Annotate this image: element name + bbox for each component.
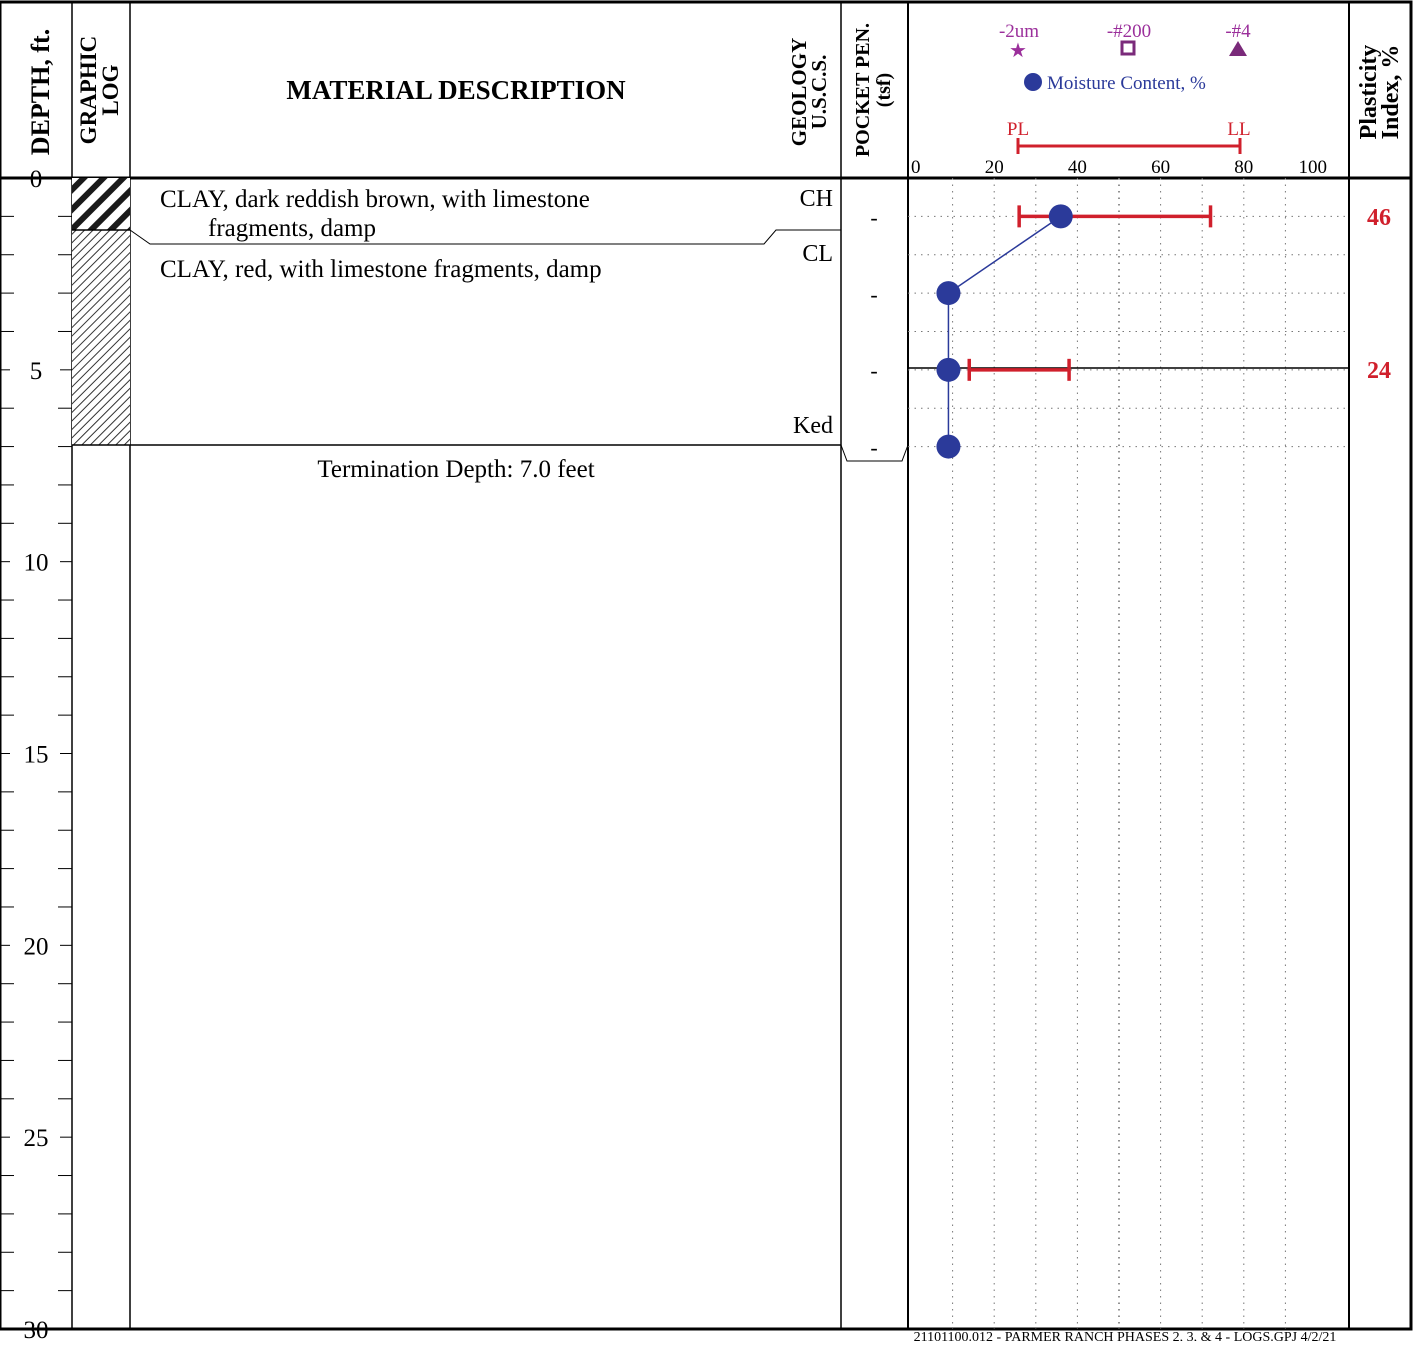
depth-tick-label: 25 (24, 1125, 49, 1152)
plasticity-index-value: 46 (1367, 205, 1391, 231)
legend-clay-label: -2um (999, 21, 1039, 42)
moisture-point (936, 434, 961, 459)
graphic-log-ch-layer (72, 178, 130, 230)
legend-ll-label: LL (1227, 119, 1250, 140)
graphic-log-cl-layer (72, 230, 130, 445)
moisture-point (936, 357, 961, 382)
layer-2-uscs: CL (802, 241, 833, 267)
chart-scale-tick-label: 60 (1151, 157, 1170, 178)
layer-1-description-line2: fragments, damp (208, 215, 376, 242)
chart-scale-tick-label: 0 (911, 157, 921, 178)
geology-unit-label: Ked (793, 413, 833, 439)
material-description-header: MATERIAL DESCRIPTION (286, 75, 626, 105)
depth-tick-label: 5 (30, 358, 43, 385)
pocket-pen-bottom (840, 444, 909, 462)
pocket-pen-value: - (870, 205, 877, 230)
moisture-line (947, 215, 1062, 447)
depth-tick-label: 0 (30, 166, 43, 193)
pocket-pen-value: - (870, 358, 877, 383)
square-icon (1120, 40, 1136, 56)
legend-limits-bar (1016, 138, 1242, 154)
chart-scale-tick-label: 40 (1068, 157, 1087, 178)
pocket-pen-header-1: POCKET PEN. (852, 23, 874, 157)
chart-scale-tick-label: 20 (985, 157, 1004, 178)
layer-1-uscs: CH (800, 186, 833, 212)
plasticity-header-1: Plasticity (1356, 45, 1382, 140)
legend-pl-label: PL (1007, 119, 1029, 140)
layer-1-description-line1: CLAY, dark reddish brown, with limestone (160, 186, 590, 213)
legend-fines-label: -#200 (1107, 21, 1151, 42)
chart-legend: -2um ★ -#200 -#4 Moisture Content, % PL … (999, 21, 1251, 154)
moisture-series (936, 204, 1073, 459)
depth-header: DEPTH, ft. (26, 29, 55, 155)
graphic-log-header-1: GRAPHIC (76, 36, 101, 145)
depth-tick-label: 15 (24, 742, 49, 769)
graphic-log-header-2: LOG (98, 64, 123, 115)
chart-scale-tick-label: 80 (1234, 157, 1253, 178)
termination-text: Termination Depth: 7.0 feet (317, 456, 594, 483)
legend-gravel-label: -#4 (1225, 21, 1251, 42)
chart-grid (908, 178, 1349, 1329)
moisture-point (1048, 204, 1073, 229)
chart-scale-ticks: 0 20 40 60 80 100 (911, 157, 1327, 178)
moisture-point (936, 281, 961, 306)
layer-boundary (129, 229, 841, 245)
atterberg-limits-series (967, 205, 1213, 381)
geology-header-2: U.S.C.S. (807, 55, 831, 130)
plasticity-index-value: 24 (1367, 358, 1391, 384)
depth-tick-label: 10 (24, 550, 49, 577)
moisture-dot-icon (1024, 73, 1042, 91)
star-icon: ★ (1009, 40, 1027, 62)
legend-moisture-label: Moisture Content, % (1047, 73, 1206, 94)
pocket-pen-value: - (870, 282, 877, 307)
pocket-pen-header-2: (tsf) (873, 73, 895, 107)
footer-text: 21101100.012 - PARMER RANCH PHASES 2, 3,… (914, 1330, 1337, 1341)
chart-scale-tick-label: 100 (1299, 157, 1328, 178)
depth-tick-label: 20 (24, 933, 49, 960)
triangle-icon (1229, 41, 1247, 56)
plasticity-header-2: Index, % (1378, 45, 1404, 140)
pocket-pen-value: - (870, 435, 877, 460)
layer-2-description-line1: CLAY, red, with limestone fragments, dam… (160, 256, 602, 283)
depth-tick-label: 30 (24, 1317, 49, 1341)
geology-header-1: GEOLOGY (787, 38, 811, 147)
depth-axis: 0 5 10 15 20 25 30 (0, 166, 72, 1344)
